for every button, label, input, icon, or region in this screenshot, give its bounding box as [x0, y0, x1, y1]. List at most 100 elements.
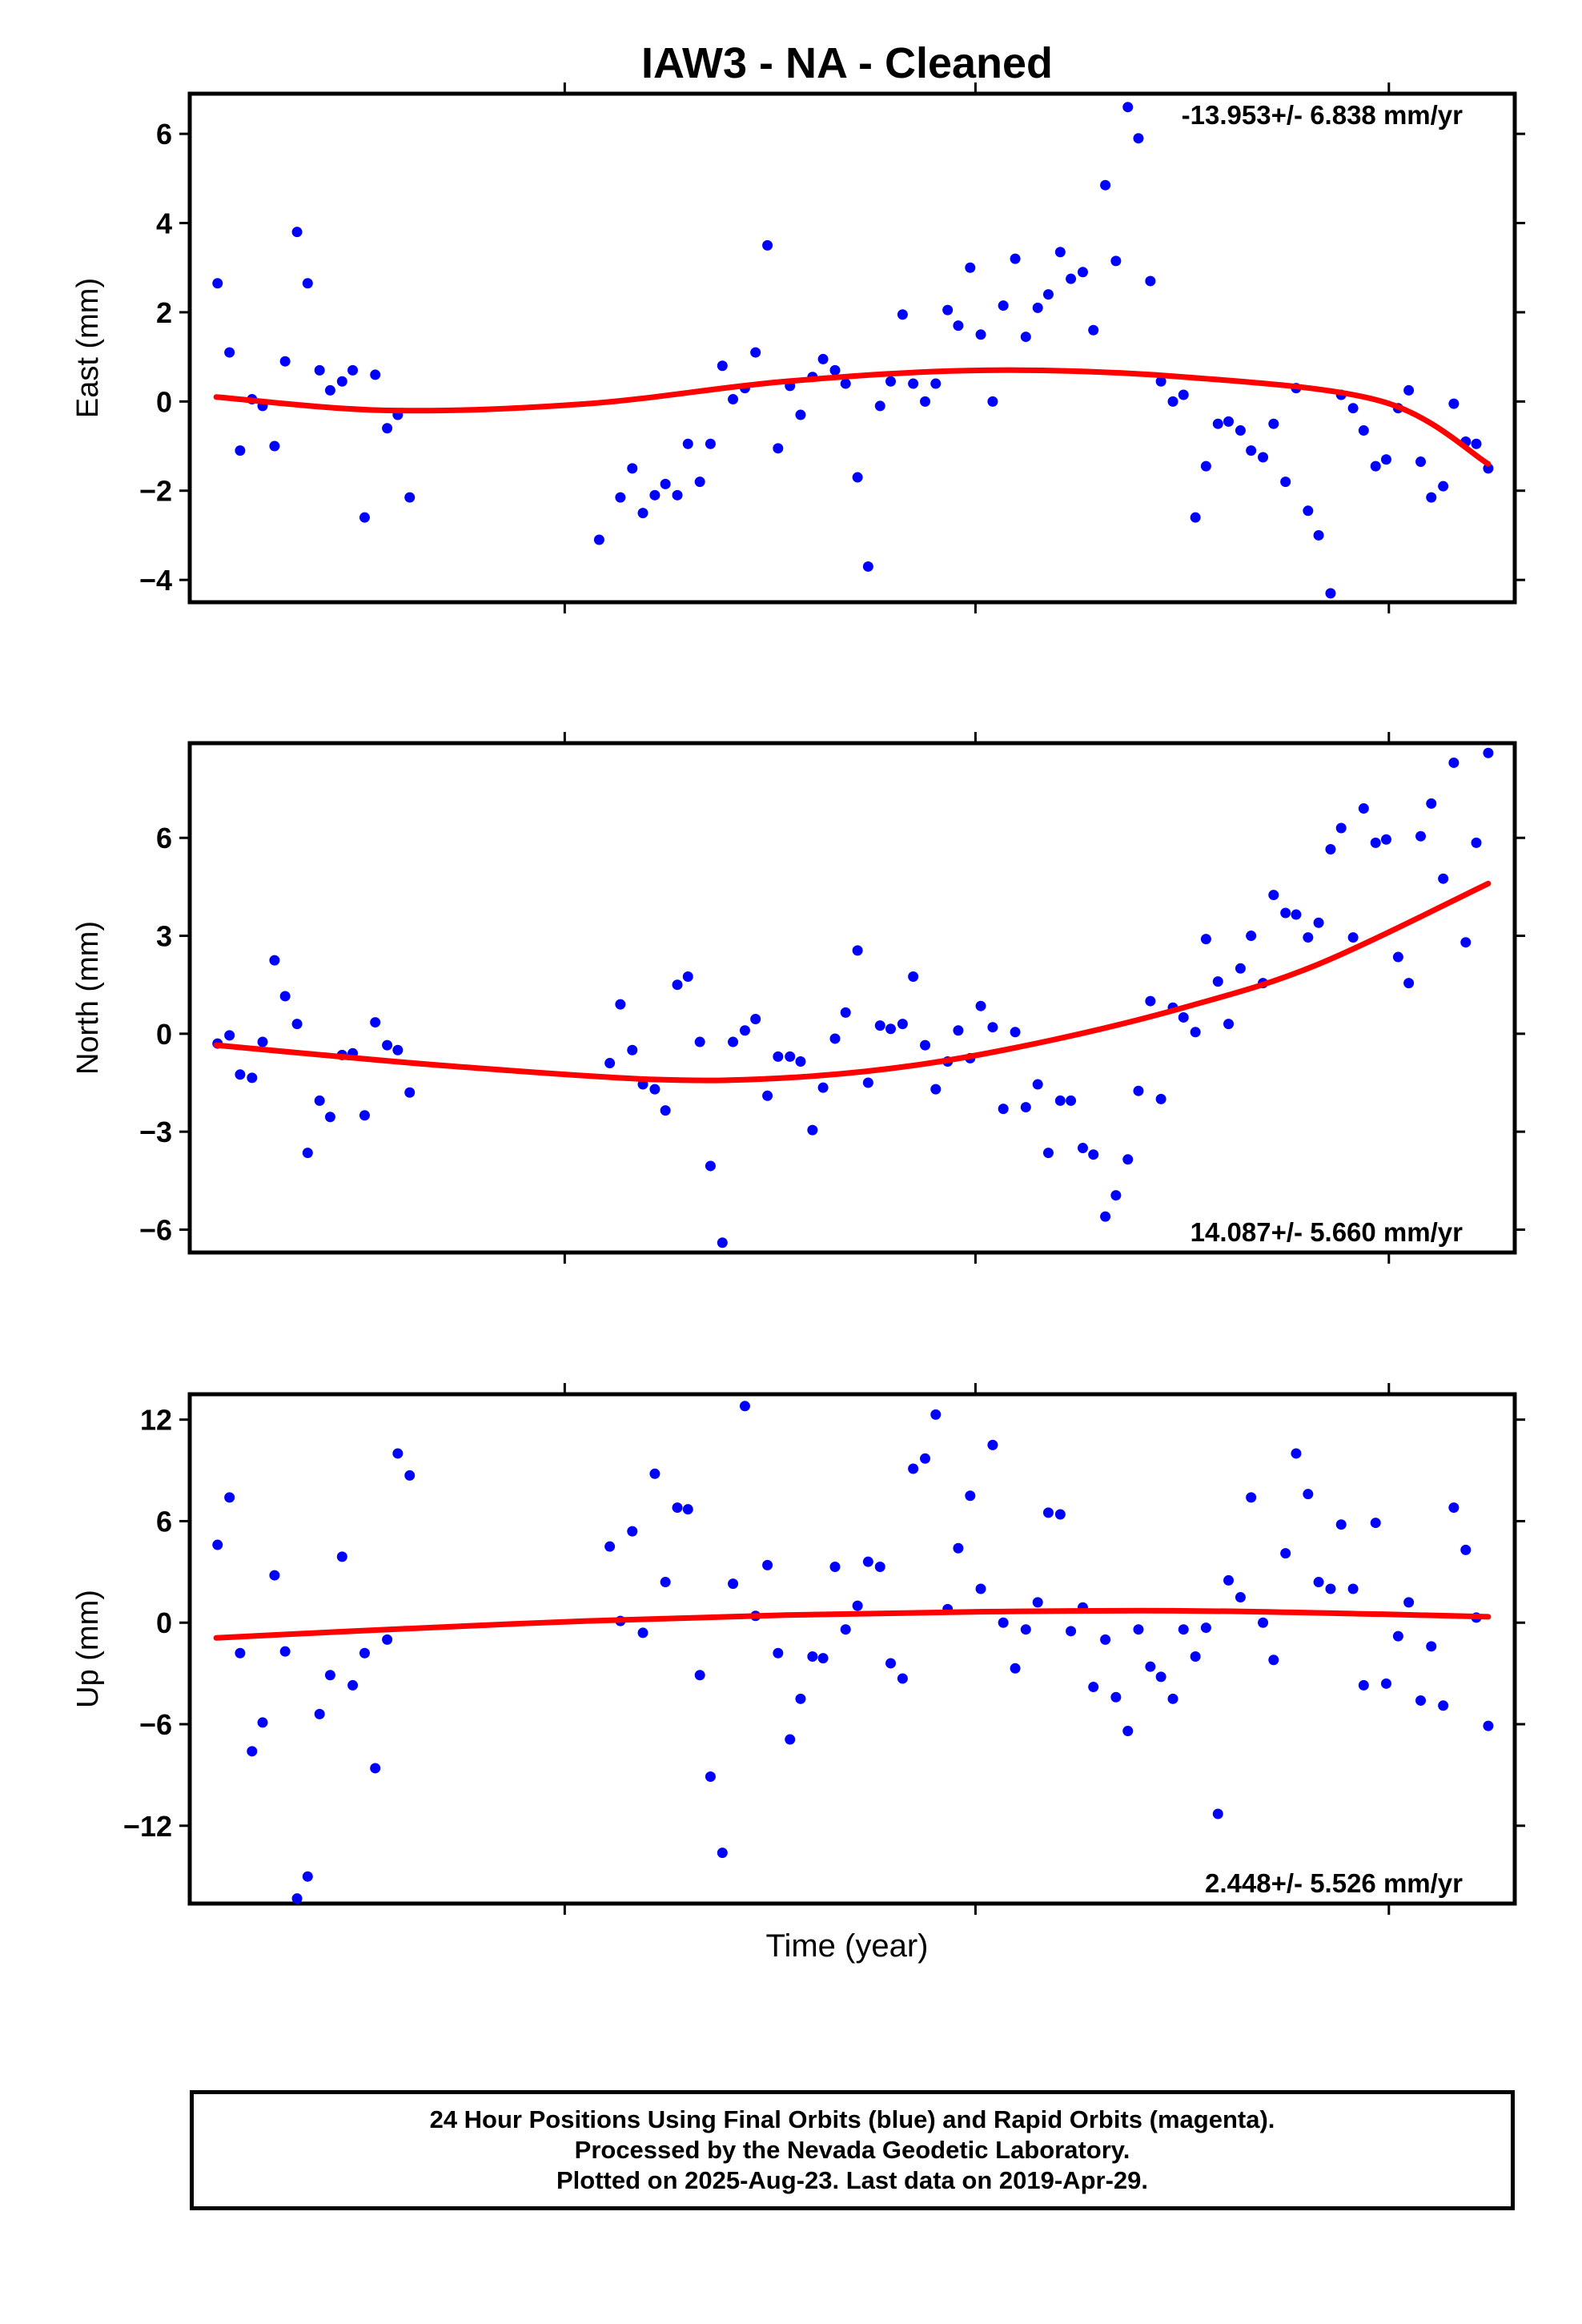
up-data-point [1010, 1663, 1021, 1674]
north-data-point [1335, 822, 1347, 834]
north-data-point [1280, 907, 1291, 919]
north-data-point [1347, 932, 1359, 943]
north-data-point [1155, 1093, 1166, 1104]
up-data-point [1032, 1597, 1043, 1608]
up-data-point [1246, 1492, 1257, 1503]
up-data-point [637, 1627, 648, 1638]
east-data-point [795, 409, 806, 420]
north-data-point [224, 1030, 235, 1041]
up-panel: −12 −6 0 6 12 Up (mm) 2.448+/- 5.526 mm/yr [71, 1383, 1525, 1915]
up-data-point [840, 1624, 851, 1635]
north-data-point [1438, 873, 1449, 884]
up-data-point [1438, 1700, 1449, 1711]
north-data-point [1235, 963, 1246, 974]
north-data-point [1100, 1211, 1111, 1222]
up-data-point [1380, 1678, 1391, 1689]
north-data-point [762, 1090, 773, 1101]
north-data-point [975, 1000, 986, 1011]
east-data-point [965, 262, 976, 273]
north-data-point [324, 1112, 335, 1123]
up-data-point [627, 1526, 638, 1537]
north-data-point [1077, 1143, 1088, 1154]
north-data-point [382, 1039, 393, 1051]
east-data-point [1471, 438, 1482, 449]
north-y-tick-label: 3 [156, 920, 172, 953]
north-y-tick-label: −3 [139, 1116, 172, 1148]
up-data-point [336, 1551, 347, 1562]
north-data-point [920, 1039, 931, 1051]
up-data-point [1483, 1720, 1494, 1731]
north-data-point [1380, 834, 1391, 845]
up-data-point [829, 1562, 841, 1573]
east-data-point [637, 508, 648, 519]
up-data-point [1258, 1617, 1269, 1628]
east-y-tick-label: −2 [139, 475, 172, 508]
up-frame [187, 1392, 1517, 1906]
up-data-point [212, 1539, 223, 1550]
east-data-point [593, 534, 604, 545]
footer-line-2: Processed by the Nevada Geodetic Laborat… [574, 2136, 1130, 2164]
north-data-point [615, 999, 626, 1010]
east-data-point [302, 278, 313, 289]
north-data-point [1448, 757, 1460, 768]
east-data-point [1358, 425, 1369, 436]
up-data-point [672, 1502, 683, 1514]
east-data-point [1268, 418, 1279, 429]
up-data-point [1122, 1725, 1134, 1736]
north-data-point [1291, 909, 1302, 920]
up-data-point [1200, 1622, 1211, 1634]
east-data-point [975, 329, 986, 340]
up-data-point [1403, 1597, 1415, 1608]
north-y-axis-label: North (mm) [71, 921, 105, 1075]
up-data-point [302, 1871, 313, 1882]
north-data-point [649, 1084, 661, 1095]
up-data-point [897, 1673, 908, 1684]
up-data-point [1268, 1655, 1279, 1666]
north-data-point [750, 1014, 761, 1024]
north-data-point [627, 1044, 638, 1055]
up-data-point [257, 1717, 268, 1728]
east-data-point [1426, 492, 1437, 503]
north-data-point [247, 1072, 258, 1084]
up-data-point [1178, 1624, 1189, 1635]
up-y-axis-label: Up (mm) [71, 1590, 105, 1708]
east-data-point [1042, 289, 1054, 300]
east-data-point [817, 353, 829, 364]
up-data-point [975, 1583, 986, 1594]
east-data-point [1325, 588, 1336, 599]
up-y-tick-label: 12 [140, 1404, 172, 1437]
up-data-point [785, 1734, 796, 1745]
up-data-point [314, 1708, 325, 1719]
north-data-point [1313, 917, 1324, 928]
up-data-point [728, 1578, 739, 1590]
up-data-point [739, 1401, 750, 1412]
up-data-point [660, 1577, 671, 1588]
north-data-point [257, 1036, 268, 1047]
east-data-point [660, 478, 671, 489]
east-data-point [224, 347, 235, 358]
north-data-point [728, 1036, 739, 1047]
north-data-point [1054, 1095, 1066, 1106]
up-data-point [224, 1492, 235, 1503]
east-data-point [852, 472, 863, 483]
east-data-point [1258, 452, 1269, 463]
north-data-point [1268, 890, 1279, 901]
east-data-point [1483, 463, 1494, 474]
east-data-point [1133, 133, 1144, 144]
north-data-point [1212, 976, 1223, 987]
north-data-point [1110, 1190, 1122, 1201]
east-fit-curve [213, 367, 1492, 467]
north-data-point [1020, 1102, 1031, 1113]
east-data-point [1145, 275, 1156, 287]
up-data-point [1020, 1624, 1031, 1635]
up-data-point [987, 1439, 998, 1450]
up-rate-label: 2.448+/- 5.526 mm/yr [1205, 1868, 1463, 1898]
up-data-point [717, 1848, 728, 1859]
north-data-point [279, 991, 291, 1002]
north-data-point [1042, 1148, 1054, 1159]
up-data-point [1448, 1502, 1460, 1514]
east-data-point [235, 445, 246, 456]
north-data-point [370, 1017, 381, 1028]
up-data-point [1110, 1691, 1122, 1703]
